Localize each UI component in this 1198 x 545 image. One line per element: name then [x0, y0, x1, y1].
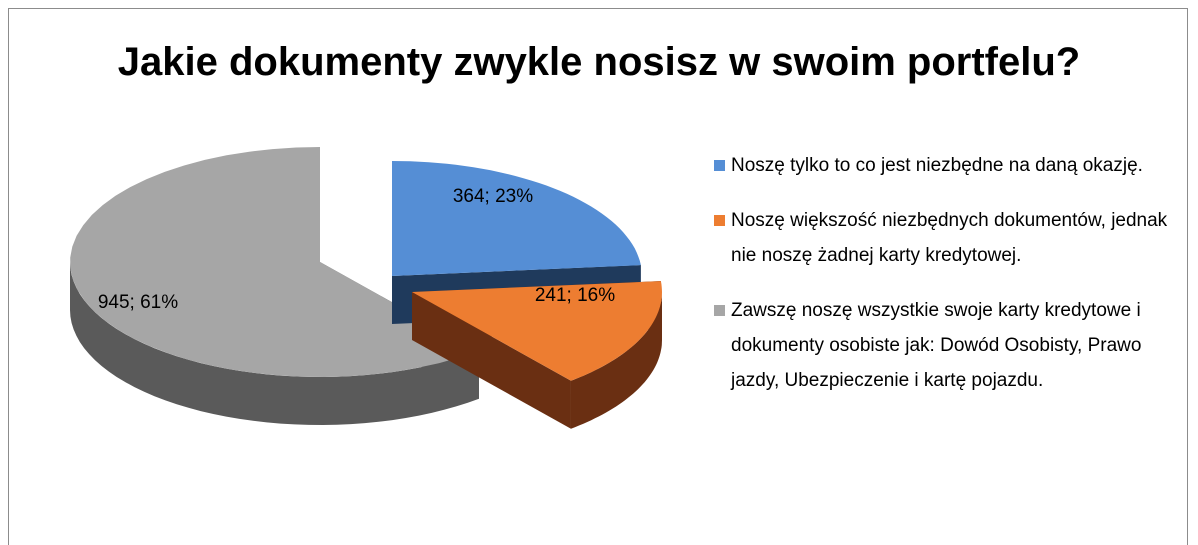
data-label: 241; 16%	[535, 285, 615, 306]
slice	[392, 161, 641, 276]
slice-side	[412, 292, 571, 429]
slice-wall	[571, 292, 662, 429]
legend-label: Noszę większość niezbędnych dokumentów, …	[731, 210, 1168, 266]
data-label: 364; 23%	[453, 186, 533, 207]
chart-border	[8, 8, 1188, 545]
slice-wall	[70, 262, 479, 425]
legend-label: Noszę tylko to co jest niezbędne na daną…	[731, 155, 1143, 176]
legend-label: Zawszę noszę wszystkie swoje karty kredy…	[731, 300, 1142, 391]
legend: Noszę tylko to co jest niezbędne na daną…	[714, 148, 1184, 418]
legend-swatch	[714, 305, 725, 316]
slice	[412, 281, 662, 381]
legend-swatch	[714, 160, 725, 171]
legend-item: Zawszę noszę wszystkie swoje karty kredy…	[714, 293, 1184, 398]
slice	[70, 147, 479, 377]
legend-item: Noszę większość niezbędnych dokumentów, …	[714, 203, 1184, 273]
legend-item: Noszę tylko to co jest niezbędne na daną…	[714, 148, 1184, 183]
chart-title: Jakie dokumenty zwykle nosisz w swoim po…	[117, 40, 1081, 84]
data-label: 945; 61%	[98, 292, 178, 313]
legend-swatch	[714, 215, 725, 226]
